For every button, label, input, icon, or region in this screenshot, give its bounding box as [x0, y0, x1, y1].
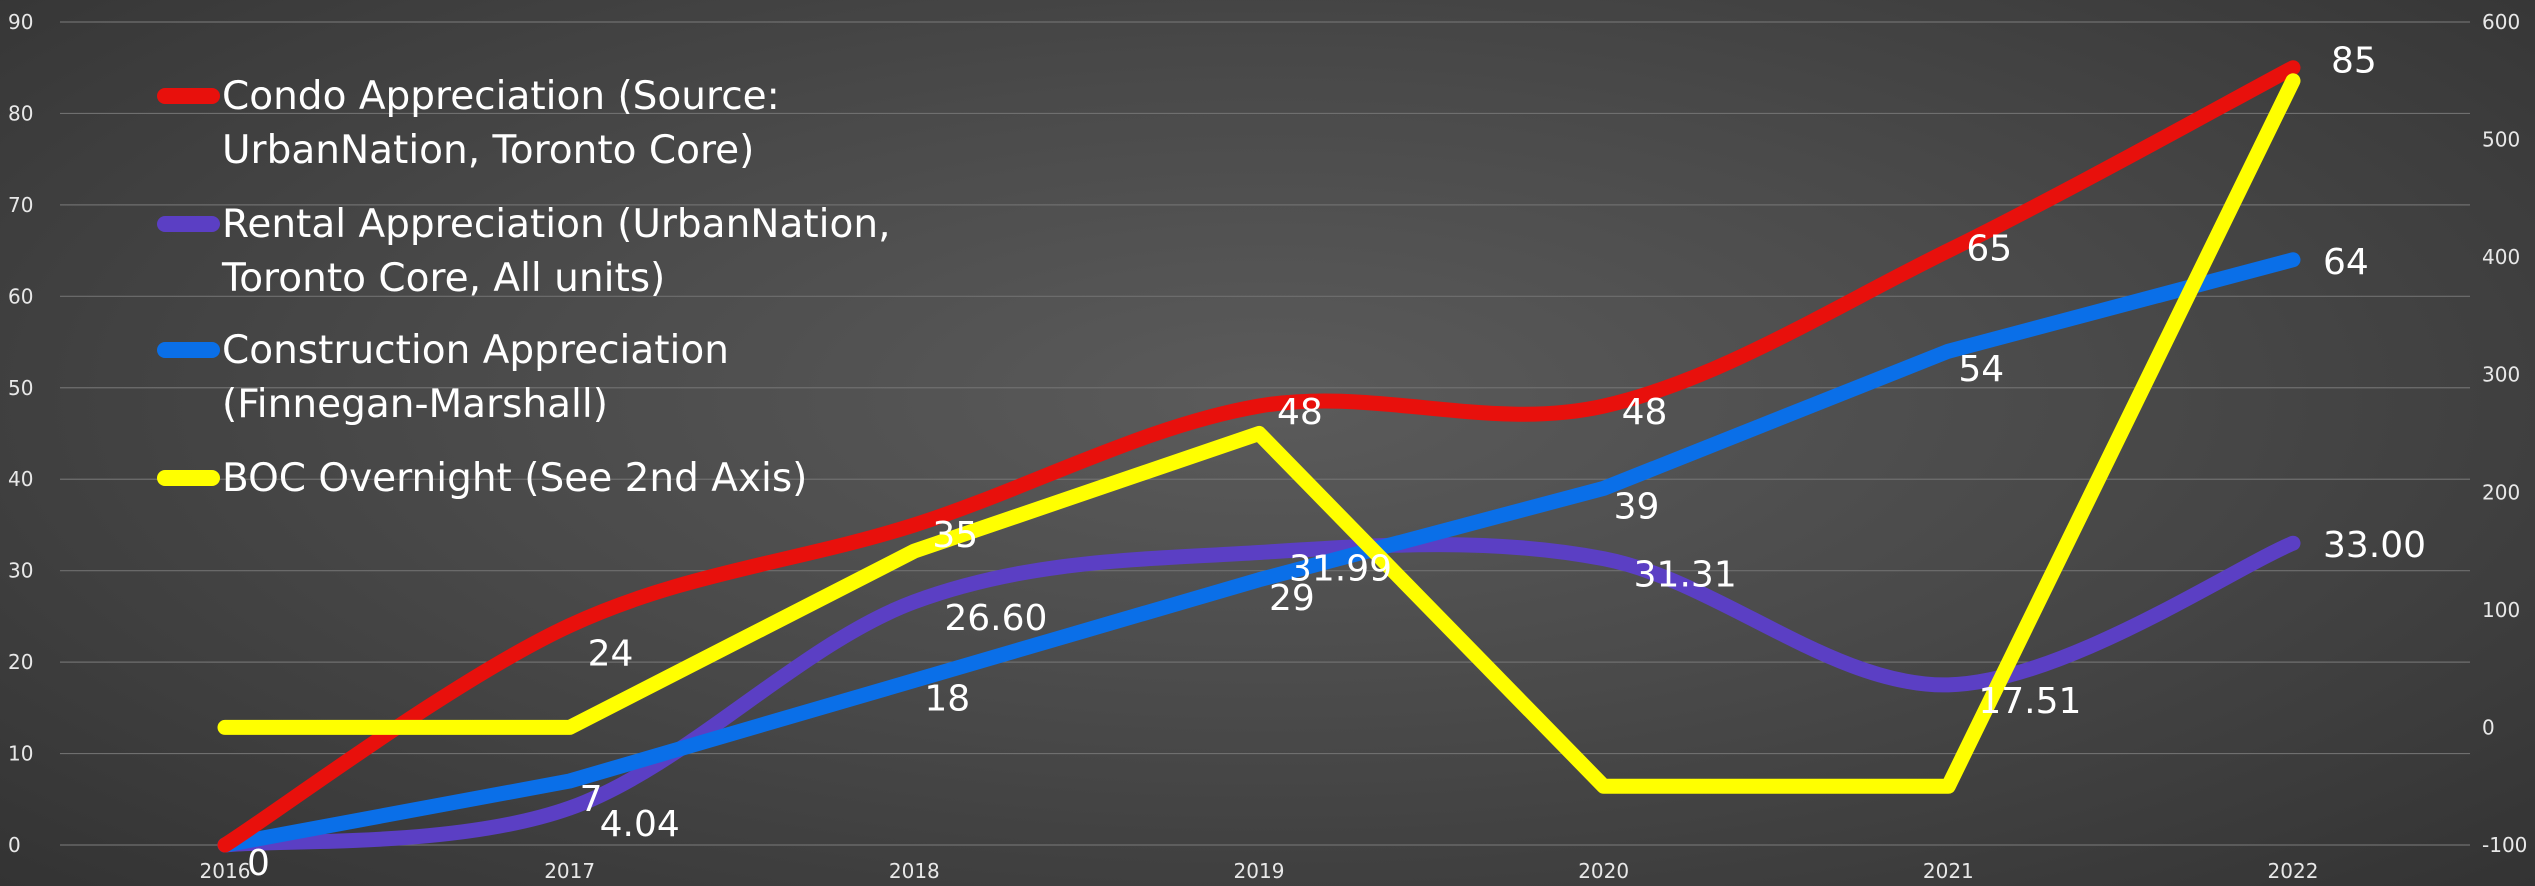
x-axis-tick-label: 2021: [1923, 859, 1974, 883]
rental-data-label: 31.31: [1634, 555, 1737, 596]
x-axis-tick-label: 2019: [1234, 859, 1285, 883]
right-axis-tick-label: 300: [2482, 363, 2520, 387]
boc-overnight-legend-label: BOC Overnight (See 2nd Axis): [222, 456, 807, 501]
rental-legend-label: Rental Appreciation (UrbanNation,: [222, 202, 890, 247]
data-labels: 24 35 48 48 65 85 4.04 26.60 31.99 31.31 17.51 33.0…: [247, 41, 2426, 884]
construction-data-label: 18: [924, 678, 970, 719]
right-axis-tick-label: 200: [2482, 480, 2520, 504]
left-axis-tick-label: 10: [8, 742, 33, 766]
x-axis-tick-label: 2022: [2268, 859, 2319, 883]
gridlines: [60, 21, 2470, 846]
rental-legend-label: Toronto Core, All units): [221, 256, 665, 301]
left-axis-tick-label: 80: [8, 101, 33, 125]
condo-data-label: 35: [932, 515, 978, 556]
condo-data-label: 24: [588, 634, 634, 675]
construction-data-label: 29: [1269, 578, 1315, 619]
left-axis-tick-label: 50: [8, 376, 33, 400]
construction-legend-label: Construction Appreciation: [222, 328, 729, 373]
condo-data-label: 48: [1277, 392, 1323, 433]
right-axis-tick-label: -100: [2482, 833, 2527, 857]
right-axis-tick-label: 500: [2482, 128, 2520, 152]
left-axis-tick-label: 0: [8, 833, 21, 857]
left-axis-tick-label: 60: [8, 284, 33, 308]
series-lines: [217, 60, 2301, 853]
boc-overnight-series-line: [217, 73, 2301, 794]
left-axis-ticks: 0 10 20 30 40 50 60 70 80 90: [8, 10, 33, 857]
right-axis-tick-label: 100: [2482, 598, 2520, 622]
x-axis-tick-label: 2018: [889, 859, 940, 883]
x-axis-ticks: 2016 2017 2018 2019 2020 2021 2022: [200, 859, 2319, 883]
rental-data-label: 4.04: [600, 804, 680, 845]
left-axis-tick-label: 70: [8, 193, 33, 217]
condo-legend-label: UrbanNation, Toronto Core): [222, 128, 754, 173]
construction-data-label: 39: [1614, 486, 1660, 527]
construction-legend-label: (Finnegan-Marshall): [222, 382, 608, 427]
condo-series-line: [217, 60, 2301, 853]
rental-data-label: 26.60: [944, 598, 1047, 639]
right-axis-tick-label: 600: [2482, 10, 2520, 34]
right-axis-ticks: -100 0 100 200 300 400 500 600: [2482, 10, 2527, 857]
construction-series-line: [217, 252, 2301, 853]
left-axis-tick-label: 20: [8, 650, 33, 674]
rental-series-line: [217, 535, 2301, 853]
left-axis-tick-label: 90: [8, 10, 33, 34]
left-axis-tick-label: 40: [8, 467, 33, 491]
condo-legend-label: Condo Appreciation (Source:: [222, 74, 780, 119]
construction-data-label: 54: [1958, 349, 2004, 390]
construction-data-label: 64: [2323, 242, 2369, 283]
condo-data-label: 65: [1966, 229, 2012, 270]
legend: Condo Appreciation (Source: UrbanNation, …: [157, 74, 890, 501]
condo-data-label: 48: [1622, 392, 1668, 433]
x-axis-tick-label: 2020: [1578, 859, 1629, 883]
rental-data-label: 17.51: [1978, 681, 2081, 722]
condo-data-label: 85: [2331, 41, 2377, 82]
construction-data-label: 7: [580, 779, 603, 820]
construction-data-label: 0: [247, 843, 270, 884]
x-axis-tick-label: 2017: [544, 859, 595, 883]
left-axis-tick-label: 30: [8, 559, 33, 583]
right-axis-tick-label: 400: [2482, 245, 2520, 269]
rental-data-label: 33.00: [2323, 525, 2426, 566]
x-axis-tick-label: 2016: [200, 859, 251, 883]
rental-data-label: 31.99: [1289, 548, 1392, 589]
right-axis-tick-label: 0: [2482, 715, 2495, 739]
